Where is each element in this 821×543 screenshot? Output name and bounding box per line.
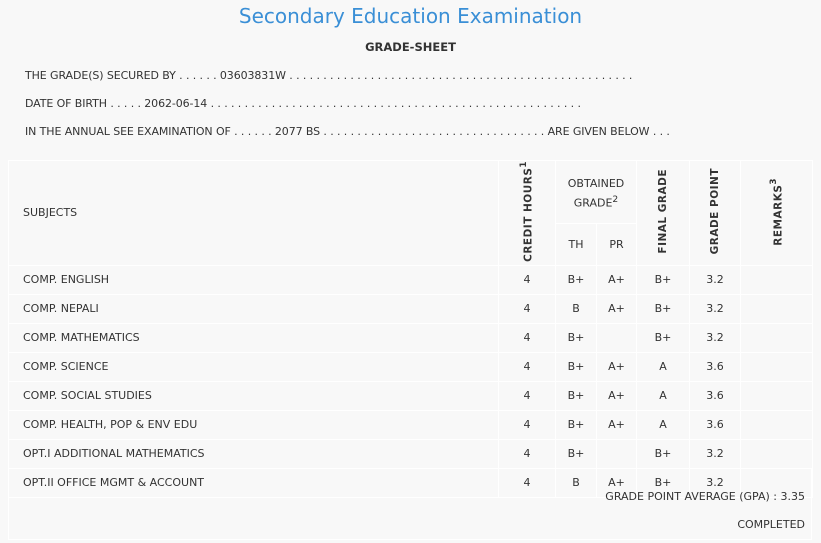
- final-grade-cell: B+: [636, 293, 690, 324]
- practical-grade-cell: A+: [596, 380, 637, 411]
- theory-grade-cell: B+: [555, 264, 597, 295]
- remarks-cell: [740, 351, 813, 382]
- credit-cell: 4: [498, 293, 556, 324]
- gpa-value: GRADE POINT AVERAGE (GPA) : 3.35: [605, 490, 805, 503]
- credit-cell: 4: [498, 322, 556, 353]
- subject-cell: OPT.I ADDITIONAL MATHEMATICS: [8, 438, 499, 469]
- theory-grade-cell: B+: [555, 351, 597, 382]
- practical-grade-cell: A+: [596, 264, 637, 295]
- practical-grade-cell: A+: [596, 467, 637, 498]
- grade-point-cell: 3.6: [689, 351, 741, 382]
- subject-cell: COMP. ENGLISH: [8, 264, 499, 295]
- credit-cell: 4: [498, 264, 556, 295]
- credit-hours-header: CREDIT HOURS1: [498, 160, 556, 266]
- grade-point-cell: 3.2: [689, 438, 741, 469]
- grade-point-cell: 3.6: [689, 380, 741, 411]
- credit-cell: 4: [498, 380, 556, 411]
- subject-cell: COMP. MATHEMATICS: [8, 322, 499, 353]
- grade-point-cell: 3.2: [689, 467, 741, 498]
- table-row: OPT.I ADDITIONAL MATHEMATICS 4 B+ B+ 3.2: [8, 438, 813, 469]
- grade-point-header: GRADE POINT: [689, 160, 741, 266]
- final-grade-cell: A: [636, 351, 690, 382]
- practical-grade-cell: [596, 322, 637, 353]
- theory-grade-cell: B+: [555, 380, 597, 411]
- remarks-cell: [740, 293, 813, 324]
- obtained-grade-header: OBTAINED GRADE2: [555, 160, 637, 224]
- grades-table: SUBJECTS CREDIT HOURS1 OBTAINED GRADE2 F…: [8, 160, 813, 498]
- summary-box: GRADE POINT AVERAGE (GPA) : 3.35 COMPLET…: [8, 468, 812, 540]
- final-grade-cell: A: [636, 409, 690, 440]
- practical-grade-cell: A+: [596, 293, 637, 324]
- final-grade-cell: B+: [636, 264, 690, 295]
- remarks-cell: [740, 438, 813, 469]
- theory-header: TH: [555, 222, 597, 266]
- grade-point-cell: 3.6: [689, 409, 741, 440]
- grade-sheet-heading: GRADE-SHEET: [365, 40, 456, 54]
- date-of-birth-line: DATE OF BIRTH . . . . . 2062-06-14 . . .…: [25, 97, 581, 110]
- table-row: COMP. HEALTH, POP & ENV EDU 4 B+ A+ A 3.6: [8, 409, 813, 440]
- practical-header: PR: [596, 222, 637, 266]
- theory-grade-cell: B+: [555, 409, 597, 440]
- examination-line: IN THE ANNUAL SEE EXAMINATION OF . . . .…: [25, 125, 670, 138]
- table-row: COMP. ENGLISH 4 B+ A+ B+ 3.2: [8, 264, 813, 295]
- final-grade-cell: A: [636, 380, 690, 411]
- subject-cell: COMP. SCIENCE: [8, 351, 499, 382]
- credit-cell: 4: [498, 351, 556, 382]
- subject-cell: COMP. HEALTH, POP & ENV EDU: [8, 409, 499, 440]
- practical-grade-cell: [596, 438, 637, 469]
- grade-point-cell: 3.2: [689, 293, 741, 324]
- remarks-cell: [740, 264, 813, 295]
- page-title: Secondary Education Examination: [238, 4, 583, 28]
- subjects-header: SUBJECTS: [8, 160, 499, 266]
- final-grade-cell: B+: [636, 322, 690, 353]
- theory-grade-cell: B+: [555, 322, 597, 353]
- subject-cell: OPT.II OFFICE MGMT & ACCOUNT: [8, 467, 499, 498]
- credit-cell: 4: [498, 409, 556, 440]
- grade-point-cell: 3.2: [689, 322, 741, 353]
- practical-grade-cell: A+: [596, 409, 637, 440]
- remarks-header: REMARKS3: [740, 160, 813, 266]
- table-row: COMP. NEPALI 4 B A+ B+ 3.2: [8, 293, 813, 324]
- theory-grade-cell: B+: [555, 438, 597, 469]
- practical-grade-cell: A+: [596, 351, 637, 382]
- final-grade-cell: B+: [636, 438, 690, 469]
- remarks-cell: [740, 380, 813, 411]
- remarks-cell: [740, 322, 813, 353]
- table-row: OPT.II OFFICE MGMT & ACCOUNT 4 B A+ B+ 3.2: [8, 467, 813, 498]
- final-grade-header: FINAL GRADE: [636, 160, 690, 266]
- subject-cell: COMP. NEPALI: [8, 293, 499, 324]
- table-row: COMP. SOCIAL STUDIES 4 B+ A+ A 3.6: [8, 380, 813, 411]
- remarks-cell: [740, 409, 813, 440]
- secured-by-line: THE GRADE(S) SECURED BY . . . . . . 0360…: [25, 69, 633, 82]
- result-status: COMPLETED: [737, 518, 805, 531]
- grade-point-cell: 3.2: [689, 264, 741, 295]
- subject-cell: COMP. SOCIAL STUDIES: [8, 380, 499, 411]
- theory-grade-cell: B: [555, 293, 597, 324]
- credit-cell: 4: [498, 438, 556, 469]
- table-row: COMP. SCIENCE 4 B+ A+ A 3.6: [8, 351, 813, 382]
- table-row: COMP. MATHEMATICS 4 B+ B+ 3.2: [8, 322, 813, 353]
